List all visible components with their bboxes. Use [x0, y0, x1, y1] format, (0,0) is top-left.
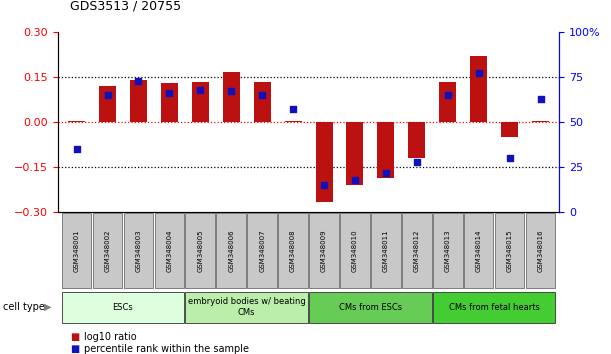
Bar	[315, 122, 332, 202]
Point	[536, 96, 546, 102]
FancyBboxPatch shape	[433, 213, 463, 288]
FancyBboxPatch shape	[123, 213, 153, 288]
Text: GSM348006: GSM348006	[229, 229, 234, 272]
Text: GSM348003: GSM348003	[136, 229, 142, 272]
FancyBboxPatch shape	[62, 292, 185, 322]
Point	[505, 155, 514, 161]
Bar	[285, 121, 302, 122]
Bar	[254, 81, 271, 122]
FancyBboxPatch shape	[309, 213, 339, 288]
FancyBboxPatch shape	[371, 213, 401, 288]
FancyBboxPatch shape	[155, 213, 185, 288]
Point	[196, 87, 205, 92]
FancyBboxPatch shape	[216, 213, 246, 288]
Text: embryoid bodies w/ beating
CMs: embryoid bodies w/ beating CMs	[188, 297, 306, 317]
FancyBboxPatch shape	[495, 213, 524, 288]
FancyBboxPatch shape	[93, 213, 122, 288]
Bar	[161, 83, 178, 122]
Text: GSM348011: GSM348011	[383, 229, 389, 272]
Bar	[68, 121, 85, 122]
Text: GSM348008: GSM348008	[290, 229, 296, 272]
FancyBboxPatch shape	[62, 213, 92, 288]
Text: GSM348016: GSM348016	[538, 229, 544, 272]
Text: GSM348005: GSM348005	[197, 229, 203, 272]
Point	[381, 170, 391, 176]
Text: GSM348009: GSM348009	[321, 229, 327, 272]
Point	[134, 78, 144, 84]
Text: ESCs: ESCs	[112, 303, 133, 312]
Text: log10 ratio: log10 ratio	[84, 332, 136, 342]
Text: ■: ■	[70, 332, 79, 342]
Text: GSM348002: GSM348002	[104, 229, 111, 272]
FancyBboxPatch shape	[464, 213, 494, 288]
Text: GSM348014: GSM348014	[475, 229, 481, 272]
Point	[288, 107, 298, 112]
Text: GSM348010: GSM348010	[352, 229, 358, 272]
Text: ▶: ▶	[44, 302, 51, 312]
Bar	[501, 122, 518, 137]
Text: CMs from fetal hearts: CMs from fetal hearts	[448, 303, 540, 312]
Text: GSM348013: GSM348013	[445, 229, 451, 272]
Point	[103, 92, 112, 98]
Point	[443, 92, 453, 98]
Bar	[223, 73, 240, 122]
Point	[164, 90, 174, 96]
Bar	[532, 121, 549, 122]
Text: cell type: cell type	[3, 302, 45, 312]
Point	[474, 70, 483, 76]
Text: ■: ■	[70, 344, 79, 354]
Text: GSM348004: GSM348004	[166, 229, 172, 272]
FancyBboxPatch shape	[402, 213, 431, 288]
Point	[412, 159, 422, 165]
Text: GSM348007: GSM348007	[259, 229, 265, 272]
FancyBboxPatch shape	[309, 292, 431, 322]
Bar	[99, 86, 116, 122]
Text: CMs from ESCs: CMs from ESCs	[339, 303, 402, 312]
Bar	[408, 122, 425, 158]
FancyBboxPatch shape	[186, 292, 308, 322]
FancyBboxPatch shape	[186, 213, 215, 288]
FancyBboxPatch shape	[433, 292, 555, 322]
FancyBboxPatch shape	[340, 213, 370, 288]
Bar	[346, 122, 364, 185]
Text: GSM348001: GSM348001	[73, 229, 79, 272]
Point	[319, 183, 329, 188]
Point	[350, 177, 360, 183]
Text: GSM348012: GSM348012	[414, 229, 420, 272]
Bar	[470, 56, 487, 122]
Text: GSM348015: GSM348015	[507, 229, 513, 272]
FancyBboxPatch shape	[525, 213, 555, 288]
Bar	[439, 81, 456, 122]
Bar	[130, 80, 147, 122]
FancyBboxPatch shape	[247, 213, 277, 288]
Point	[226, 88, 236, 94]
Bar	[192, 81, 209, 122]
Bar	[378, 122, 394, 178]
Text: percentile rank within the sample: percentile rank within the sample	[84, 344, 249, 354]
FancyBboxPatch shape	[278, 213, 308, 288]
Point	[71, 147, 81, 152]
Point	[257, 92, 267, 98]
Text: GDS3513 / 20755: GDS3513 / 20755	[70, 0, 181, 12]
